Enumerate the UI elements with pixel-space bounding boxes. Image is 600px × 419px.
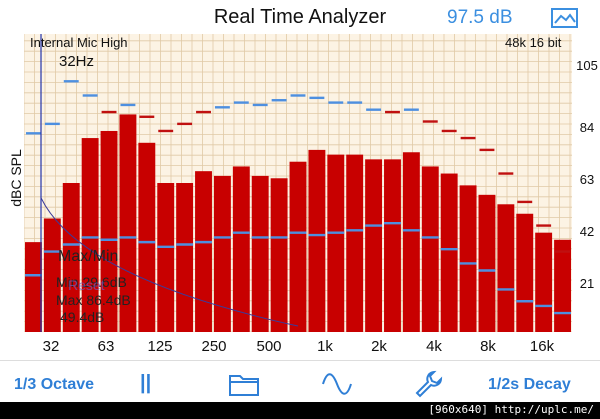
format-label: 48k 16 bit	[505, 35, 562, 50]
spectrum-bar	[81, 138, 99, 332]
max-readout: Max 86.4dB	[56, 292, 131, 308]
spectrum-bar	[459, 185, 477, 332]
spectrum-plot[interactable]	[24, 34, 572, 332]
spectrum-bar	[25, 242, 42, 332]
spectrum-bar	[402, 152, 420, 332]
spectrum-bar	[270, 178, 288, 332]
picture-icon[interactable]	[551, 8, 578, 28]
maxmin-label: Max/Min	[58, 248, 119, 265]
x-tick: 2k	[371, 338, 387, 355]
band-button[interactable]: 1/3 Octave	[14, 376, 95, 393]
x-tick: 8k	[480, 338, 496, 355]
spectrum-chart	[24, 34, 572, 332]
spl-readout: 97.5 dB	[447, 7, 513, 28]
y-axis-label: dBC SPL	[8, 149, 24, 207]
mic-label: Internal Mic High	[30, 35, 128, 50]
y-tick: 84	[579, 120, 595, 135]
spectrum-bar	[119, 114, 137, 332]
spectrum-bar	[478, 194, 496, 332]
x-tick: 4k	[426, 338, 442, 355]
spectrum-bar	[440, 173, 458, 332]
wrench-icon[interactable]	[414, 369, 444, 399]
spectrum-bar	[157, 183, 175, 332]
x-tick: 32	[42, 338, 60, 355]
footer: [960x640] http://uplc.me/	[0, 402, 600, 419]
x-tick: 16k	[529, 338, 555, 355]
spectrum-bar	[176, 183, 194, 332]
x-tick: 250	[201, 338, 227, 355]
spectrum-bar	[365, 159, 383, 332]
sine-wave-icon[interactable]	[322, 373, 352, 395]
spectrum-bar	[195, 171, 212, 332]
spectrum-bar	[100, 130, 118, 332]
spectrum-bar	[554, 239, 571, 332]
spectrum-bar	[346, 154, 364, 332]
spectrum-bar	[43, 218, 61, 332]
y-tick: 42	[579, 224, 595, 239]
spectrum-bar	[308, 149, 326, 332]
spectrum-bar	[138, 142, 156, 332]
x-tick: 63	[97, 338, 115, 355]
min-readout: Min 29.6dB	[56, 274, 127, 290]
x-tick: 1k	[317, 338, 333, 355]
spectrum-bar	[62, 183, 80, 332]
reset-button[interactable]: Reset	[68, 277, 105, 293]
spectrum-bar	[327, 154, 345, 332]
spectrum-bar	[421, 166, 439, 332]
selected-frequency: 32Hz	[59, 53, 95, 70]
folder-icon[interactable]	[228, 371, 260, 397]
decay-curve	[40, 197, 299, 327]
x-tick: 500	[256, 338, 282, 355]
spectrum-bar	[497, 204, 515, 332]
pause-button[interactable]: ||	[140, 372, 152, 394]
y-tick: 63	[579, 172, 595, 187]
spectrum-bar	[384, 159, 401, 332]
y-tick: 105	[576, 58, 598, 73]
decay-button[interactable]: 1/2s Decay	[488, 376, 571, 393]
diff-readout: 49.4dB	[60, 309, 105, 325]
y-tick: 21	[579, 276, 595, 291]
y-axis-ticks: 105 84 63 42 21	[572, 34, 600, 332]
spectrum-bar	[516, 213, 534, 332]
credit-label: [960x640] http://uplc.me/	[428, 403, 594, 416]
page-title: Real Time Analyzer	[213, 6, 387, 28]
spectrum-bar	[232, 166, 250, 332]
spectrum-bar	[251, 175, 269, 332]
header: Real Time Analyzer 97.5 dB	[0, 0, 600, 36]
spectrum-bar	[213, 175, 231, 332]
spectrum-bar	[535, 232, 553, 332]
spectrum-bar	[289, 161, 307, 332]
x-tick: 125	[147, 338, 173, 355]
toolbar: 1/3 Octave || 1/2s Decay	[0, 360, 600, 409]
